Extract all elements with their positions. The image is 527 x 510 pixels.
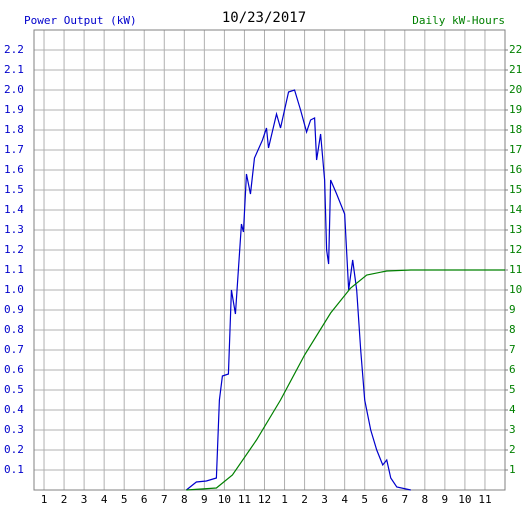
y2-tick-label: 20 xyxy=(509,83,522,96)
x-tick-label: 4 xyxy=(101,493,108,506)
y2-tick-label: 2 xyxy=(509,443,516,456)
y2-tick-label: 11 xyxy=(509,263,522,276)
plot-border xyxy=(33,29,506,491)
x-tick-label: 7 xyxy=(161,493,168,506)
y-tick-label: 0.1 xyxy=(4,463,24,476)
y-tick-label: 1.4 xyxy=(4,203,24,216)
x-tick-label: 11 xyxy=(238,493,251,506)
x-tick-label: 9 xyxy=(442,493,449,506)
y-tick-label: 1.3 xyxy=(4,223,24,236)
y2-tick-label: 13 xyxy=(509,223,522,236)
x-tick-label: 8 xyxy=(181,493,188,506)
x-tick-label: 3 xyxy=(81,493,88,506)
y-tick-label: 0.6 xyxy=(4,363,24,376)
y-tick-label: 2.0 xyxy=(4,83,24,96)
y-tick-label: 1.5 xyxy=(4,183,24,196)
x-tick-label: 8 xyxy=(422,493,429,506)
x-tick-label: 1 xyxy=(281,493,288,506)
x-tick-label: 12 xyxy=(258,493,271,506)
y-tick-label: 0.4 xyxy=(4,403,24,416)
x-tick-label: 2 xyxy=(301,493,308,506)
y-axis-title: Power Output (kW) xyxy=(24,14,137,27)
y-tick-label: 2.1 xyxy=(4,63,24,76)
x-tick-label: 1 xyxy=(41,493,48,506)
x-tick-label: 2 xyxy=(61,493,68,506)
y-tick-label: 0.8 xyxy=(4,323,24,336)
y2-axis-title: Daily kW-Hours xyxy=(412,14,505,27)
x-tick-label: 9 xyxy=(201,493,208,506)
y-tick-label: 0.9 xyxy=(4,303,24,316)
x-tick-label: 5 xyxy=(121,493,128,506)
y2-tick-label: 10 xyxy=(509,283,522,296)
y-tick-label: 1.8 xyxy=(4,123,24,136)
y2-tick-label: 8 xyxy=(509,323,516,336)
y-tick-label: 0.3 xyxy=(4,423,24,436)
y2-tick-label: 5 xyxy=(509,383,516,396)
y2-tick-label: 3 xyxy=(509,423,516,436)
y2-tick-label: 1 xyxy=(509,463,516,476)
x-tick-label: 6 xyxy=(141,493,148,506)
y-tick-label: 1.0 xyxy=(4,283,24,296)
y-tick-label: 0.2 xyxy=(4,443,24,456)
y2-tick-label: 4 xyxy=(509,403,516,416)
y-tick-label: 0.7 xyxy=(4,343,24,356)
x-tick-label: 11 xyxy=(478,493,491,506)
y-tick-label: 1.9 xyxy=(4,103,24,116)
y-tick-label: 1.7 xyxy=(4,143,24,156)
y2-tick-label: 18 xyxy=(509,123,522,136)
x-tick-label: 3 xyxy=(321,493,328,506)
x-tick-label: 6 xyxy=(381,493,388,506)
y-tick-label: 2.2 xyxy=(4,43,24,56)
y2-tick-label: 19 xyxy=(509,103,522,116)
y-tick-label: 1.6 xyxy=(4,163,24,176)
x-tick-label: 5 xyxy=(361,493,368,506)
y2-tick-label: 22 xyxy=(509,43,522,56)
y2-tick-label: 17 xyxy=(509,143,522,156)
y2-tick-label: 7 xyxy=(509,343,516,356)
y-tick-label: 0.5 xyxy=(4,383,24,396)
y2-tick-label: 12 xyxy=(509,243,522,256)
y2-tick-label: 14 xyxy=(509,203,523,216)
y2-tick-label: 21 xyxy=(509,63,522,76)
y2-tick-label: 6 xyxy=(509,363,516,376)
x-tick-label: 4 xyxy=(341,493,348,506)
y2-tick-label: 15 xyxy=(509,183,522,196)
series-line xyxy=(185,89,411,491)
y-tick-label: 1.2 xyxy=(4,243,24,256)
series-line xyxy=(186,269,505,491)
y-tick-label: 1.1 xyxy=(4,263,24,276)
x-tick-label: 10 xyxy=(458,493,471,506)
x-tick-label: 7 xyxy=(401,493,408,506)
x-tick-label: 10 xyxy=(218,493,231,506)
chart-title: 10/23/2017 xyxy=(222,10,306,26)
y2-tick-label: 9 xyxy=(509,303,516,316)
y2-tick-label: 16 xyxy=(509,163,522,176)
